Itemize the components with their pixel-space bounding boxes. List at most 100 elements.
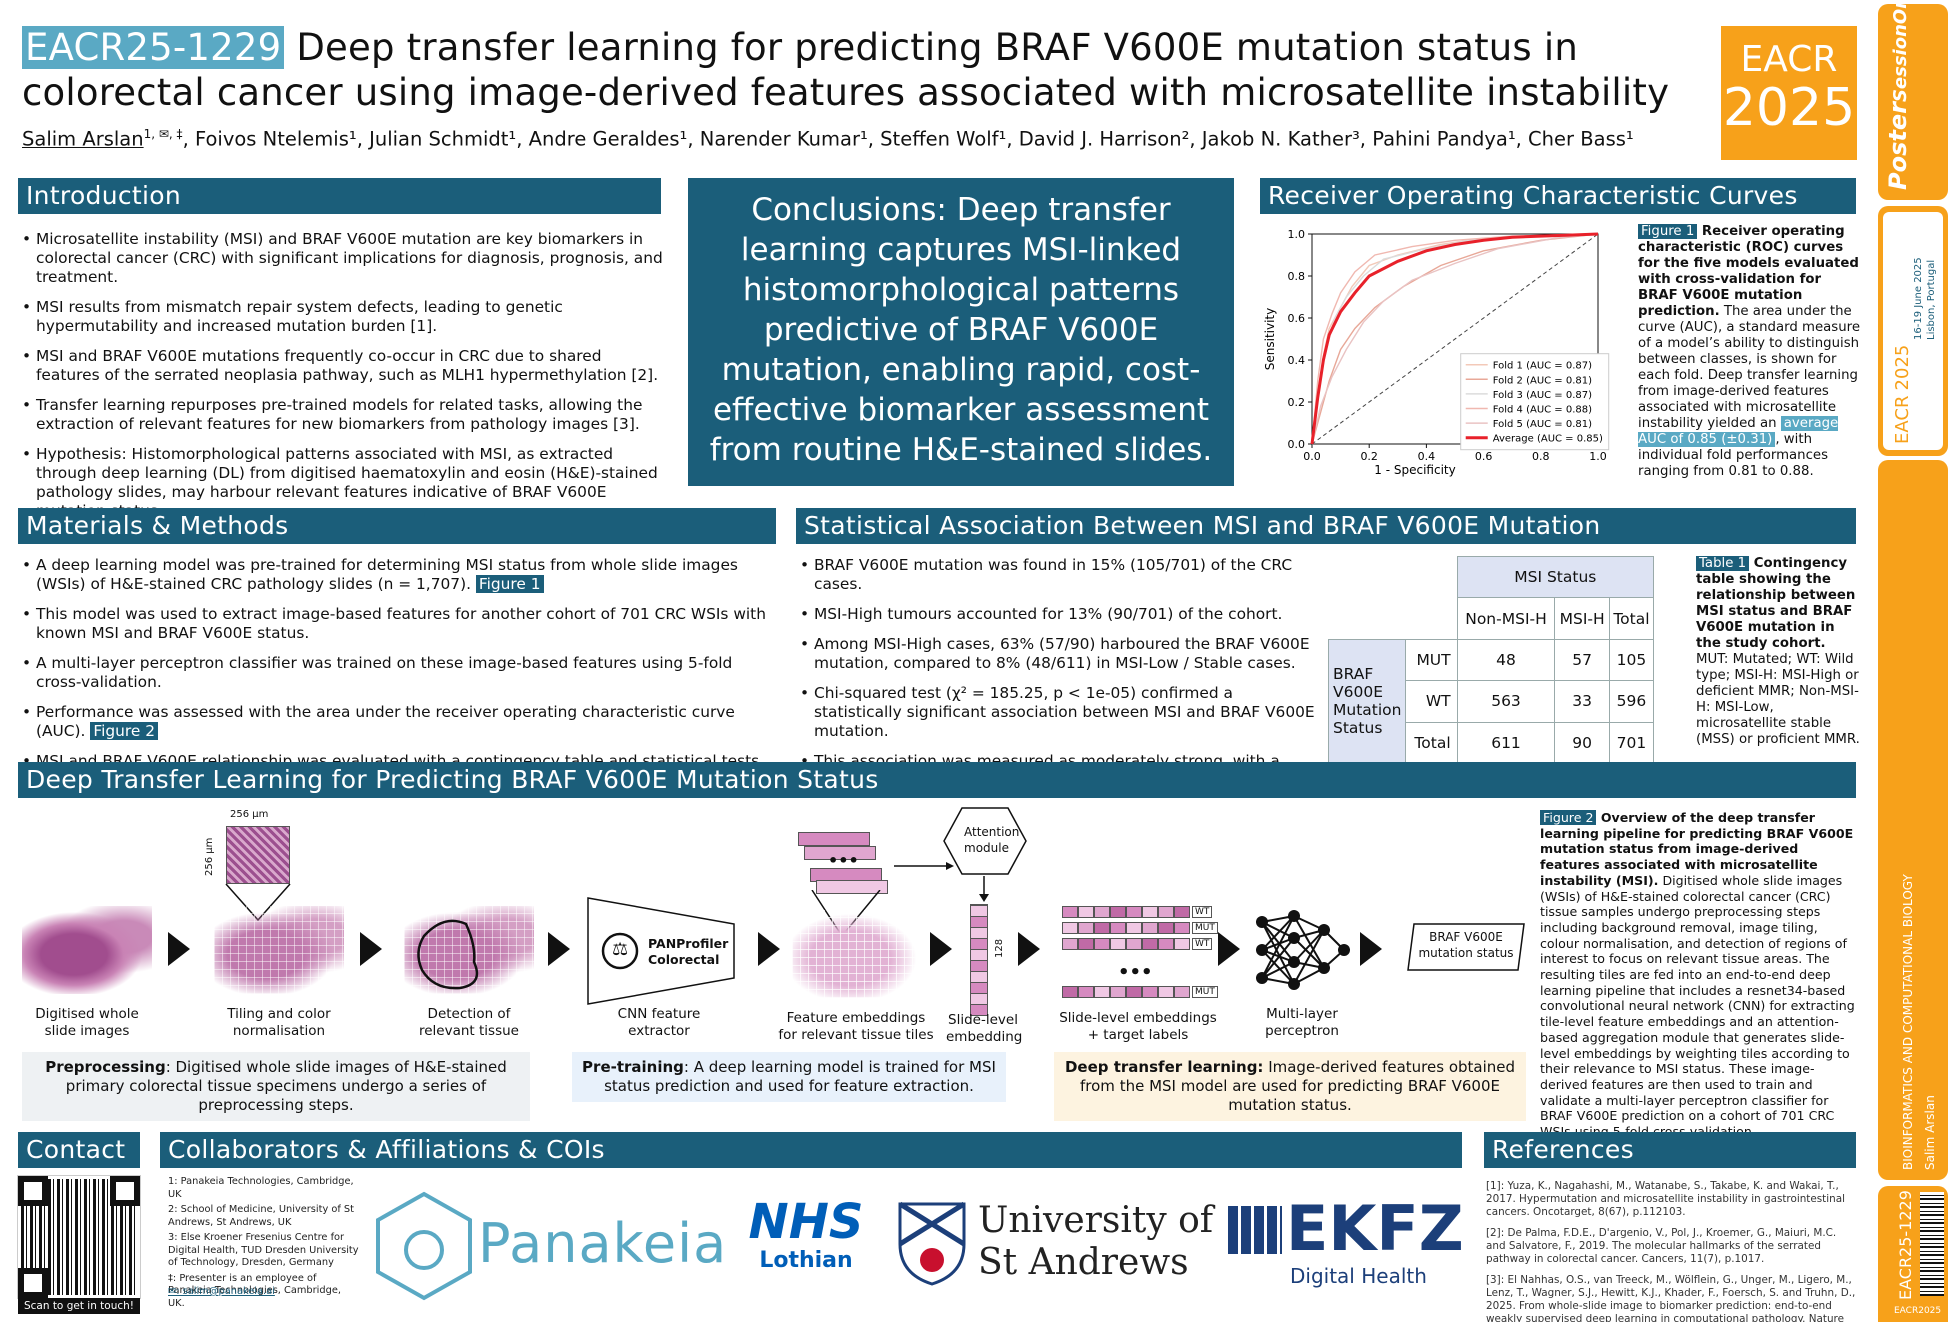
roc-caption: Figure 1 Receiver operating characterist…	[1638, 224, 1860, 479]
st-andrews-logo-text: University of St Andrews	[978, 1200, 1214, 1283]
attention-arrows	[894, 862, 954, 870]
embedding-cell	[1078, 922, 1094, 934]
poster-code: EACR25-1229	[22, 26, 285, 69]
embedding-cell	[1174, 922, 1190, 934]
arrow-6	[1018, 932, 1040, 966]
sidebar-barcode	[1920, 1192, 1944, 1296]
cnn-extractor	[587, 897, 735, 1005]
methods-bullet: A multi-layer perceptron classifier was …	[20, 654, 782, 692]
roc-heading: Receiver Operating Characteristic Curves	[1260, 178, 1856, 214]
embedding-cell	[1126, 906, 1142, 918]
chance-line	[1311, 233, 1599, 445]
microscope-icon: ⚖	[612, 939, 629, 960]
intro-heading: Introduction	[18, 178, 661, 214]
intro-bullet: MSI results from mismatch repair system …	[20, 298, 665, 336]
tile-sample	[226, 826, 290, 884]
contingency-table: MSI Status Non-MSI-H MSI-H Total BRAF V600E …	[1327, 555, 1655, 765]
note-preprocessing: Preprocessing: Digitised whole slide ima…	[22, 1052, 530, 1121]
embedding-cell	[1174, 938, 1190, 950]
embedding-cell	[1126, 922, 1142, 934]
arrow-5	[930, 932, 952, 966]
sidebar-brand-tab[interactable]	[1878, 4, 1948, 200]
contact-email[interactable]: ✉: salim@panakeia.ai	[168, 1286, 275, 1297]
embedding-cell	[1110, 906, 1126, 918]
x-tick-label: 1.0	[1589, 450, 1607, 463]
table-cell: 596	[1608, 680, 1655, 723]
mlp-node	[1288, 956, 1300, 968]
label-cnn: CNN feature extractor	[617, 1006, 701, 1039]
methods-heading: Materials & Methods	[18, 508, 776, 544]
legend-entry: Fold 2 (AUC = 0.81)	[1493, 375, 1592, 386]
embedding-cell	[1094, 986, 1110, 998]
roc-series-line	[1311, 233, 1599, 445]
msi-status-header: MSI Status	[1456, 555, 1655, 599]
embedding-cell	[1126, 986, 1142, 998]
label-tiling: Tiling and color normalisation	[227, 1006, 331, 1039]
x-axis-label: 1 - Specificity	[1374, 463, 1455, 477]
label-mlp: Multi-layer perceptron	[1265, 1006, 1339, 1039]
label-slide-embeddings-targets: Slide-level embeddings + target labels	[1059, 1010, 1217, 1043]
intro-bullet: Transfer learning repurposes pre-trained…	[20, 396, 665, 434]
stats-heading: Statistical Association Between MSI and …	[796, 508, 1856, 544]
embedding-cell	[1126, 938, 1142, 950]
table-cell: 105	[1608, 638, 1655, 682]
pipeline-figure: 256 μm 256 μm ⚖ PANProfiler Colorectal ••…	[18, 806, 1538, 1121]
label-feature-embeddings: Feature embeddings for relevant tissue t…	[778, 1010, 934, 1043]
embedding-cell	[1174, 906, 1190, 918]
embedding-cell	[1062, 938, 1078, 950]
collab-heading: Collaborators & Affiliations & COIs	[160, 1132, 1462, 1168]
sidebar-topic-tab[interactable]	[1878, 460, 1948, 1180]
wsi-image	[22, 906, 152, 994]
panprofiler-label: PANProfiler	[648, 936, 729, 951]
embedding-cell	[1158, 938, 1174, 950]
panakeia-logo-text: Panakeia	[478, 1212, 728, 1275]
row-label: WT	[1405, 680, 1458, 723]
legend-box	[1460, 353, 1610, 451]
affiliation: 2: School of Medicine, University of St …	[168, 1204, 354, 1228]
roc-series-line	[1311, 233, 1599, 445]
embedding-cell	[1110, 922, 1126, 934]
roc-chart: 0.00.0 0.2 0.2 0.4 0.4 0.6 0.6 0.8 0.8 1.0 1.0 1 - …	[1263, 228, 1610, 477]
label-detection: Detection of relevant tissue	[419, 1006, 519, 1039]
arrow-2	[360, 932, 382, 966]
presenting-author[interactable]: Salim Arslan	[22, 127, 144, 151]
embedding-cell	[1142, 922, 1158, 934]
table-cell: 48	[1456, 638, 1556, 682]
embedding-cell	[1110, 986, 1126, 998]
embedding-stack: •••	[798, 832, 890, 894]
tissue-detection-image	[404, 906, 534, 994]
legend-entry: Fold 4 (AUC = 0.88)	[1493, 405, 1592, 416]
embedding-cell	[1062, 906, 1078, 918]
embedding-cell	[1094, 938, 1110, 950]
methods-list: A deep learning model was pre-trained fo…	[20, 556, 782, 801]
embedding-cell	[1062, 986, 1078, 998]
figure-ref-tag[interactable]: Figure 2	[90, 722, 159, 740]
st-andrews-crest-icon	[898, 1201, 966, 1286]
figure-ref-tag[interactable]: Figure 1	[475, 575, 544, 593]
row-label: MUT	[1405, 638, 1458, 682]
note-transfer: Deep transfer learning: Image-derived fe…	[1054, 1052, 1526, 1121]
label-wsi: Digitised whole slide images	[35, 1006, 139, 1039]
note-pretraining: Pre-training: A deep learning model is t…	[572, 1052, 1006, 1102]
attention-label: Attention module	[964, 825, 1020, 855]
x-tick-label: 0.6	[1475, 450, 1493, 463]
scan-label: Scan to get in touch!	[18, 1298, 140, 1314]
mlp-node	[1338, 944, 1350, 956]
stats-bullet: MSI-High tumours accounted for 13% (90/7…	[798, 605, 1316, 624]
x-tick-label: 0.0	[1303, 450, 1321, 463]
embedding-cell	[1078, 986, 1094, 998]
methods-bullet: Performance was assessed with the area u…	[20, 703, 782, 741]
x-tick-label: 0.4	[1418, 450, 1436, 463]
attention-module	[943, 807, 1027, 875]
table-cell: 701	[1608, 721, 1655, 765]
legend-entry: Fold 1 (AUC = 0.87)	[1493, 361, 1592, 372]
pipeline-heading: Deep Transfer Learning for Predicting BR…	[18, 762, 1856, 798]
embedding-cell	[1158, 922, 1174, 934]
mlp-node	[1318, 924, 1330, 936]
tiles-wsi-image	[792, 910, 922, 998]
embedding-cell	[1174, 986, 1190, 998]
x-tick-label: 0.2	[1360, 450, 1378, 463]
methods-bullet: A deep learning model was pre-trained fo…	[20, 556, 782, 594]
col-header: Total	[1608, 597, 1655, 640]
stats-bullet: Chi-squared test (χ² = 185.25, p < 1e-05…	[798, 684, 1316, 741]
